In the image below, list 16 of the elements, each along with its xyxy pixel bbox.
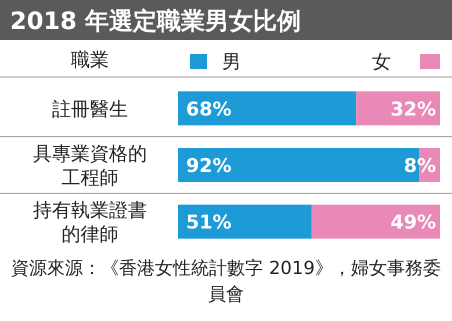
- text: 資源來源：《香港女性統計數字 2019》，婦女事務委員會: [10, 257, 442, 307]
- data-label: 92%: [186, 155, 232, 177]
- chart-title: 2018 年選定職業男女比例: [10, 7, 302, 35]
- bar: [312, 204, 440, 239]
- data-label: 68%: [186, 98, 232, 120]
- y-tick-label: 持有執業證書的律師: [33, 200, 147, 246]
- bar: [178, 204, 312, 239]
- series-label: 女: [372, 51, 391, 73]
- data-label: 49%: [390, 212, 436, 234]
- legend-label: 男: [222, 51, 241, 73]
- data-label: 51%: [186, 212, 232, 234]
- y-tick-label: 具專業資格的工程師: [33, 143, 147, 189]
- data-label: 32%: [390, 98, 436, 120]
- y-tick-label: 註冊醫生: [52, 98, 128, 120]
- y-axis-title: 職業: [71, 49, 109, 71]
- bar: [178, 91, 356, 126]
